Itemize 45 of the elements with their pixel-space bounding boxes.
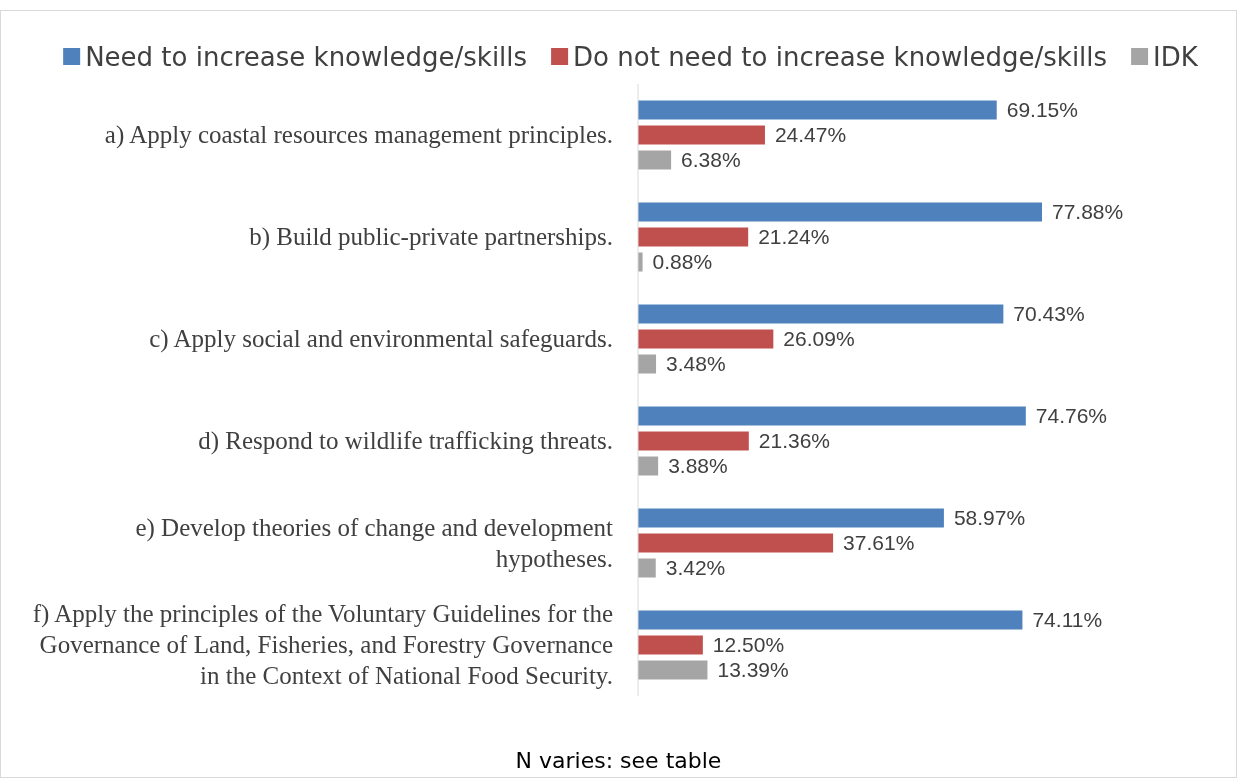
bar (638, 150, 672, 170)
legend-label: IDK (1153, 42, 1199, 72)
data-label: 3.88% (668, 454, 728, 477)
bar (638, 329, 774, 349)
data-label: 3.42% (665, 556, 726, 579)
bar (638, 660, 708, 680)
bar (638, 508, 944, 528)
bar (638, 456, 659, 476)
bar (638, 610, 1023, 630)
data-label: 21.36% (758, 429, 831, 452)
bar (638, 227, 749, 247)
y-tick-label: f) Apply the principles of the Voluntary Guidelines for the Governance of Land, Fisheries, and Forestry Governance in the Context of National Food Security. (32, 600, 613, 689)
y-tick-label: d) Respond to wildlife trafficking threats. (198, 427, 613, 455)
y-tick-label: c) Apply social and environmental safeguards. (149, 325, 613, 353)
bar (638, 304, 1004, 324)
data-label: 21.24% (758, 225, 830, 248)
bar (638, 202, 1042, 222)
y-tick-label: a) Apply coastal resources management principles. (104, 121, 613, 149)
data-label: 69.15% (1006, 98, 1078, 121)
data-label: 26.09% (783, 327, 855, 350)
data-label: 70.43% (1013, 302, 1085, 325)
data-label: 0.88% (652, 250, 713, 273)
data-label: 13.39% (717, 658, 789, 681)
data-label: 37.61% (843, 531, 915, 554)
legend-label: Do not need to increase knowledge/skills (573, 42, 1108, 72)
bar (638, 125, 765, 145)
legend-label: Need to increase knowledge/skills (85, 42, 528, 72)
data-label: 74.11% (1032, 608, 1103, 631)
data-label: 12.50% (712, 633, 785, 656)
data-label: 3.48% (666, 352, 726, 375)
bar (638, 406, 1026, 426)
bar (638, 100, 997, 120)
bar (638, 431, 749, 451)
data-label: 77.88% (1052, 200, 1124, 223)
bar (638, 533, 834, 553)
bar (638, 354, 657, 374)
text: N varies: see table (515, 748, 722, 773)
data-label: 24.47% (774, 123, 847, 146)
bar (638, 558, 656, 578)
bar (638, 635, 703, 655)
y-tick-label: b) Build public-private partnerships. (249, 223, 613, 251)
data-label: 58.97% (953, 506, 1026, 529)
data-label: 74.76% (1035, 404, 1108, 427)
data-label: 6.38% (681, 148, 741, 171)
y-tick-label: e) Develop theories of change and development hypotheses. (135, 513, 614, 572)
